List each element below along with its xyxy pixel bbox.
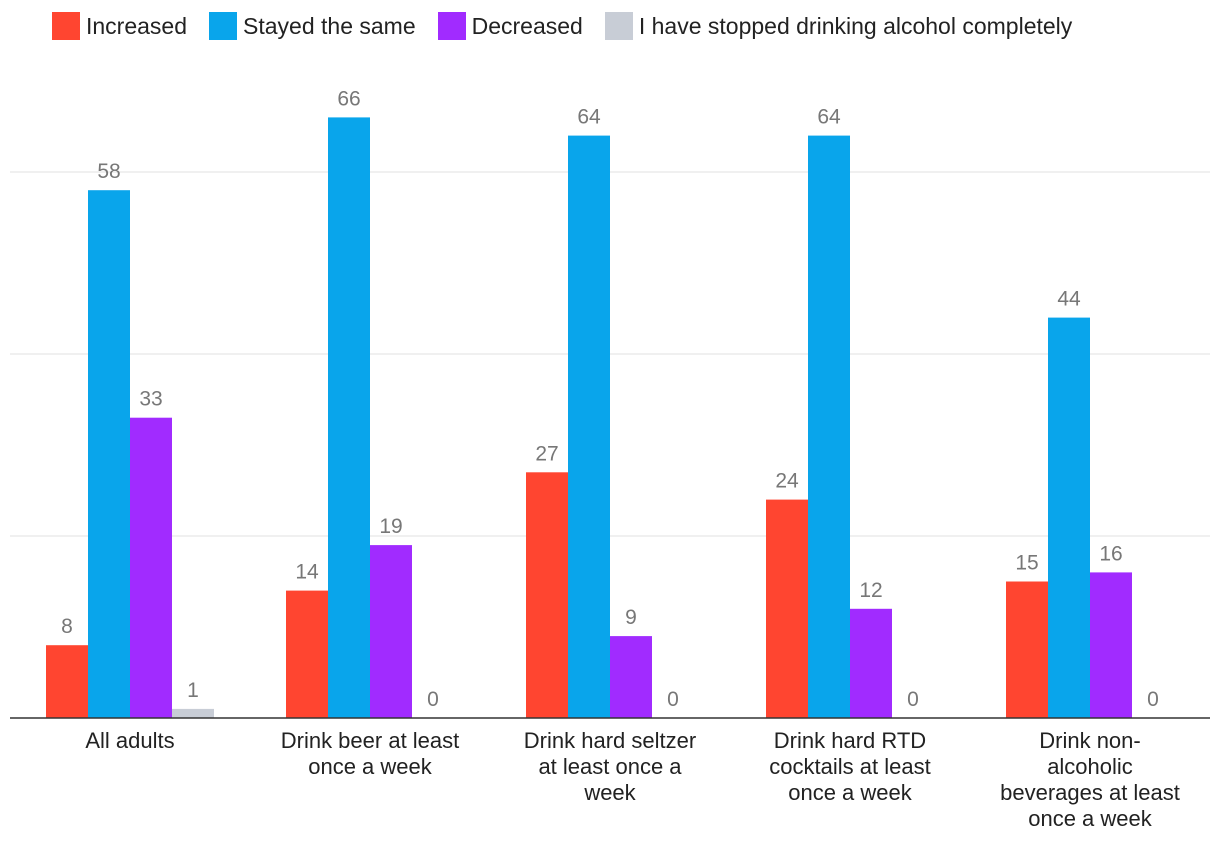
category-label: Drink beer at least xyxy=(281,728,460,753)
bar-stayed-the-same xyxy=(568,135,610,719)
category-label: cocktails at least xyxy=(769,754,930,779)
legend-item-stayed-the-same: Stayed the same xyxy=(209,12,416,40)
data-label: 8 xyxy=(61,615,73,638)
data-label: 27 xyxy=(535,442,558,465)
bar-decreased xyxy=(130,417,172,718)
data-label: 58 xyxy=(97,160,120,183)
bar-decreased xyxy=(610,636,652,718)
category-label: at least once a xyxy=(538,754,682,779)
bar-increased xyxy=(766,499,808,718)
category-label: once a week xyxy=(788,780,913,805)
legend-label: Decreased xyxy=(471,12,583,39)
data-label: 33 xyxy=(139,388,162,411)
legend: Increased Stayed the same Decreased I have … xyxy=(52,10,1094,42)
data-label: 64 xyxy=(577,106,601,129)
bar-stayed-the-same xyxy=(1048,317,1090,718)
category-label: Drink hard RTD xyxy=(774,728,926,753)
bar-increased xyxy=(286,590,328,718)
category-label: beverages at least xyxy=(1000,780,1180,805)
data-label: 15 xyxy=(1015,552,1038,575)
data-label: 19 xyxy=(379,515,402,538)
legend-item-decreased: Decreased xyxy=(437,12,583,40)
data-label: 0 xyxy=(427,688,439,711)
data-label: 16 xyxy=(1099,542,1122,565)
bar-increased xyxy=(526,472,568,718)
category-label: Drink non- xyxy=(1039,728,1140,753)
data-label: 44 xyxy=(1057,288,1081,311)
bar-increased xyxy=(1006,581,1048,718)
bar-decreased xyxy=(370,545,412,718)
legend-swatch xyxy=(437,12,466,40)
data-label: 24 xyxy=(775,470,799,493)
data-label: 0 xyxy=(1147,688,1159,711)
data-label: 0 xyxy=(667,688,679,711)
bar-increased xyxy=(46,645,88,718)
bar-stayed-the-same xyxy=(808,135,850,719)
data-label: 0 xyxy=(907,688,919,711)
category-label: All adults xyxy=(85,728,174,753)
legend-label: Increased xyxy=(86,12,188,39)
data-label: 9 xyxy=(625,606,637,629)
data-label: 12 xyxy=(859,579,882,602)
category-label: once a week xyxy=(308,754,433,779)
category-label: Drink hard seltzer xyxy=(524,728,696,753)
data-label: 64 xyxy=(817,106,841,129)
bar-i-have-stopped-drinking-alcohol-completely xyxy=(172,708,214,718)
bar-stayed-the-same xyxy=(88,190,130,718)
legend-label: Stayed the same xyxy=(243,12,416,39)
data-label: 14 xyxy=(295,561,319,584)
legend-swatch xyxy=(209,12,238,40)
category-label: week xyxy=(583,780,636,805)
data-label: 1 xyxy=(187,679,199,702)
legend-swatch xyxy=(52,12,80,40)
legend-item-i-have-stopped-drinking-alcohol-completely: I have stopped drinking alcohol complete… xyxy=(604,12,1073,40)
legend-swatch xyxy=(604,12,633,40)
legend-item-increased: Increased xyxy=(52,12,187,40)
bar-decreased xyxy=(1090,572,1132,718)
legend-label: I have stopped drinking alcohol complete… xyxy=(638,12,1073,39)
bar-decreased xyxy=(850,608,892,718)
data-label: 66 xyxy=(337,87,360,110)
bar-stayed-the-same xyxy=(328,117,370,718)
category-label: alcoholic xyxy=(1047,754,1133,779)
category-label: once a week xyxy=(1028,806,1153,831)
